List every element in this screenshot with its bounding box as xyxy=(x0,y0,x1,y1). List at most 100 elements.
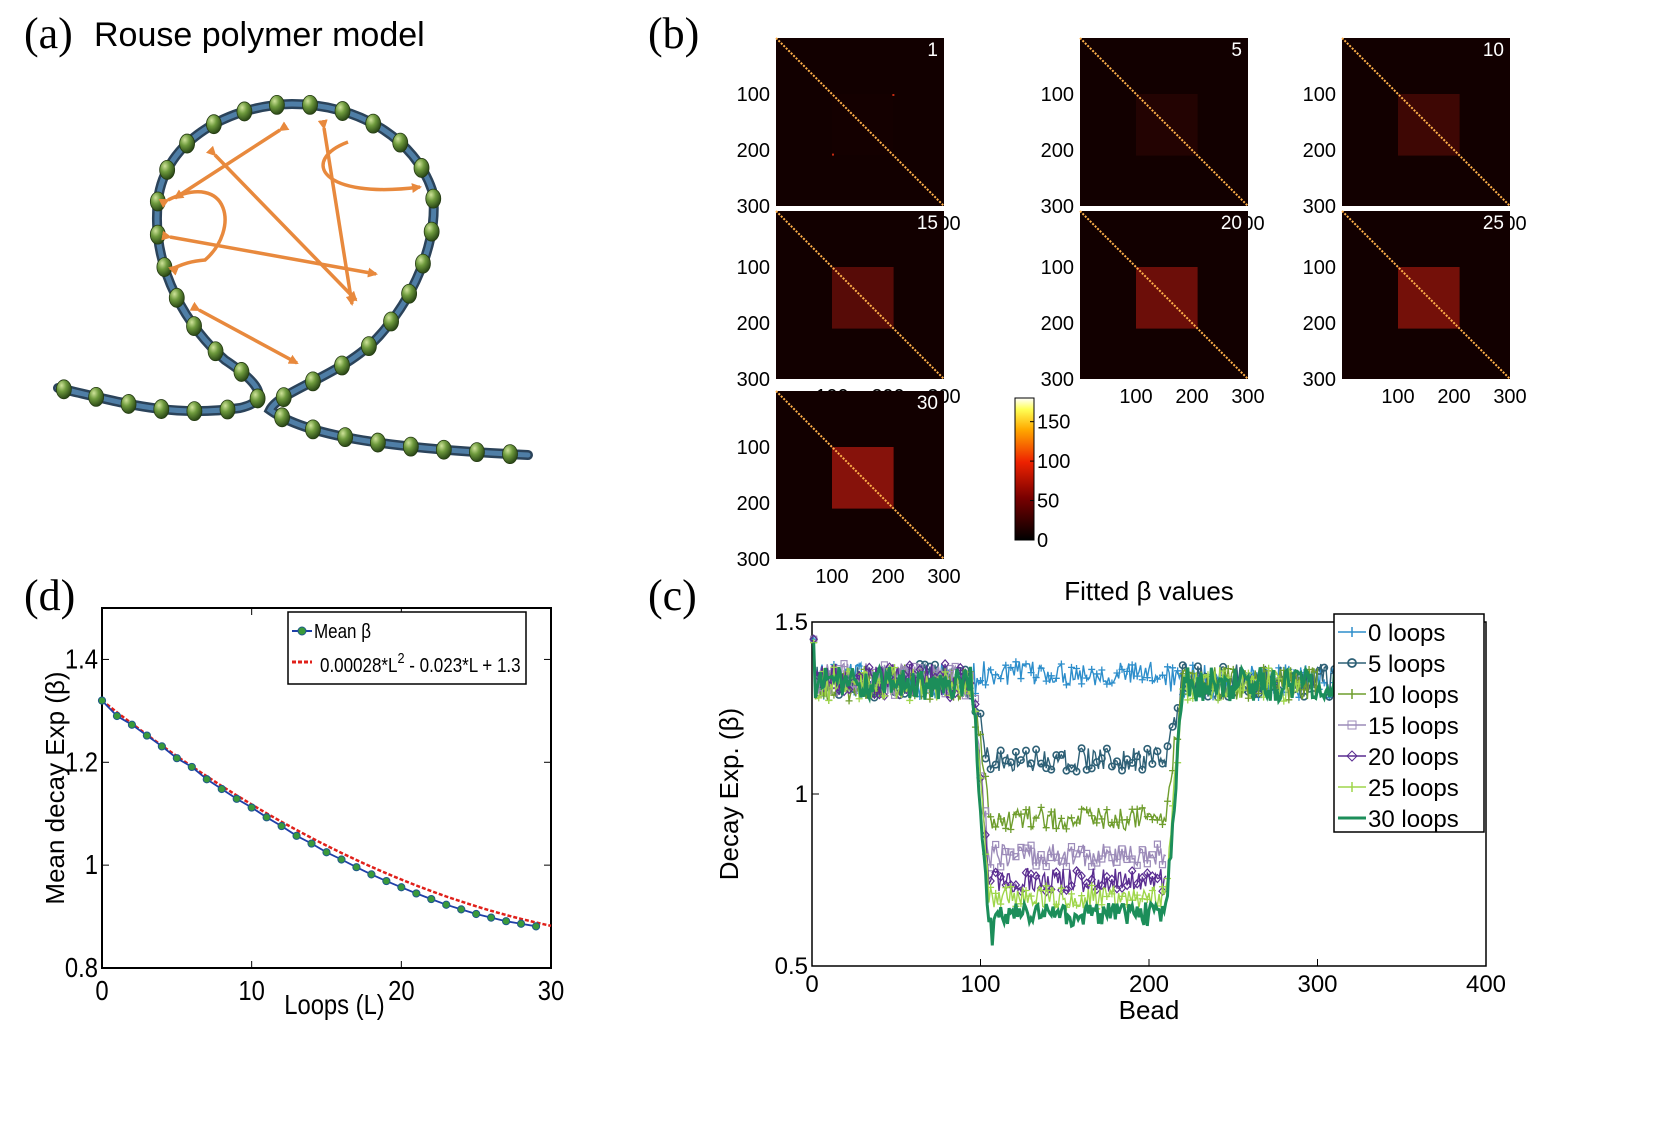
contact-map-diagonal xyxy=(1079,210,1249,380)
data-point xyxy=(1012,658,1020,666)
data-point xyxy=(1047,808,1055,816)
data-point xyxy=(1093,670,1101,678)
data-point xyxy=(1275,675,1283,683)
data-point xyxy=(992,889,1000,897)
y-tick-label: 100 xyxy=(1303,84,1336,106)
data-point xyxy=(1265,664,1273,672)
data-point xyxy=(1118,665,1126,673)
data-point xyxy=(1132,878,1142,889)
data-point xyxy=(1027,759,1036,768)
data-point xyxy=(1042,882,1050,890)
mean-beta-point xyxy=(247,803,256,812)
data-point xyxy=(1078,680,1086,688)
arrow-3 xyxy=(173,121,290,200)
data-point xyxy=(987,666,995,674)
data-point xyxy=(1128,758,1137,767)
y-tick-label: 100 xyxy=(1041,84,1074,106)
y-tick-label: 200 xyxy=(737,313,770,335)
data-point xyxy=(1037,803,1045,811)
data-point xyxy=(855,695,863,703)
data-point xyxy=(1148,677,1156,685)
polymer-bead xyxy=(236,101,253,122)
mean-beta-point xyxy=(397,883,406,892)
contact-map-diagonal xyxy=(775,37,945,207)
contact-map-1: 1100200300100200300 xyxy=(737,37,961,235)
data-point xyxy=(1184,696,1192,704)
data-point xyxy=(1127,866,1137,876)
polymer-bead xyxy=(402,436,419,457)
data-point xyxy=(830,691,838,699)
data-point xyxy=(992,840,1000,849)
legend-marker-mean xyxy=(297,626,307,636)
data-point xyxy=(1022,887,1030,895)
data-point xyxy=(906,696,914,704)
data-point xyxy=(1103,892,1111,900)
data-point xyxy=(1158,883,1166,891)
x-tick-label: 300 xyxy=(1493,386,1526,408)
polymer-bead xyxy=(435,439,452,460)
data-point xyxy=(1169,664,1177,672)
polymer-bead xyxy=(305,371,321,392)
mean-beta-point xyxy=(352,863,361,872)
data-point xyxy=(1083,674,1091,682)
polymer-bead xyxy=(360,336,377,357)
data-point xyxy=(1158,820,1166,828)
polymer-bead xyxy=(415,253,431,274)
contact-map-diagonal xyxy=(775,210,945,380)
data-point xyxy=(1148,759,1157,768)
polymer-bead xyxy=(149,191,166,212)
data-point xyxy=(1057,884,1065,892)
colorbar-tick-label: 50 xyxy=(1037,491,1059,513)
data-point xyxy=(1138,804,1146,812)
data-point xyxy=(1123,667,1131,675)
data-point xyxy=(1037,887,1045,895)
data-point xyxy=(1153,747,1162,756)
data-point xyxy=(1083,849,1091,858)
data-point xyxy=(1037,851,1045,859)
data-point xyxy=(1062,681,1070,689)
data-point xyxy=(1052,900,1060,908)
panel-a-letter: (a) xyxy=(24,9,73,58)
data-point xyxy=(1133,805,1141,813)
data-point xyxy=(840,660,848,668)
polymer-bead xyxy=(120,394,137,414)
y-tick-label: 0.8 xyxy=(65,951,98,983)
data-point xyxy=(1310,668,1318,676)
x-tick-label: 200 xyxy=(1437,386,1470,408)
data-point xyxy=(1138,846,1146,854)
x-tick-label: 200 xyxy=(1175,386,1208,408)
contact-maps: 1100200300100200300510020030010020030010… xyxy=(737,37,1527,588)
mean-beta-point xyxy=(337,855,346,864)
data-point xyxy=(1103,680,1111,688)
data-point xyxy=(1163,742,1172,751)
arrow-5 xyxy=(161,230,378,278)
data-point xyxy=(1133,891,1141,899)
data-point xyxy=(1047,765,1056,774)
legend-marker xyxy=(1347,720,1357,730)
x-tick-label: 10 xyxy=(238,974,264,1006)
data-point xyxy=(977,677,984,685)
data-point xyxy=(1042,862,1050,871)
x-tick-label: 300 xyxy=(1297,971,1337,998)
contact-map-diagonal xyxy=(1341,210,1511,380)
data-point xyxy=(986,765,995,774)
data-point xyxy=(1007,883,1015,891)
y-tick-label: 1 xyxy=(795,781,808,808)
data-point xyxy=(1017,843,1025,852)
data-point xyxy=(1087,764,1096,773)
legend-label: 30 loops xyxy=(1368,806,1459,833)
y-tick-label: 1.4 xyxy=(65,643,98,675)
y-tick-label: 1.5 xyxy=(775,609,808,636)
polymer-bead xyxy=(205,114,222,135)
polymer-bead xyxy=(249,388,266,409)
data-point xyxy=(1174,667,1182,675)
y-axis-label: Mean decay Exp (β) xyxy=(40,671,70,904)
polymer-bead xyxy=(469,442,485,463)
data-point xyxy=(1088,665,1096,673)
contact-map-10: 10100200300100200300 xyxy=(1303,37,1527,235)
polymer-bead xyxy=(334,355,350,376)
data-point xyxy=(1057,750,1066,759)
panel-c-letter: (c) xyxy=(648,571,697,620)
colorbar-tick-label: 0 xyxy=(1037,530,1048,552)
data-point xyxy=(997,863,1005,871)
